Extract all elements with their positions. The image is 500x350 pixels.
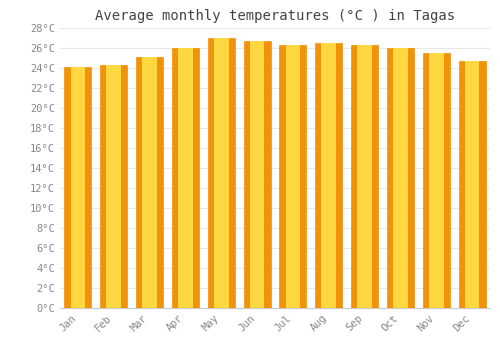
Bar [214,38,228,308]
Title: Average monthly temperatures (°C ) in Tagas: Average monthly temperatures (°C ) in Ta… [95,9,455,23]
Bar [172,48,199,308]
Bar [322,43,336,308]
Bar [100,65,127,308]
Bar [458,61,485,308]
Bar [423,53,450,308]
Bar [136,57,163,308]
Bar [250,41,264,308]
Bar [316,43,342,308]
Bar [106,65,121,308]
Bar [244,41,270,308]
Bar [208,38,234,308]
Bar [393,48,408,308]
Bar [178,48,193,308]
Bar [429,53,444,308]
Bar [70,67,86,308]
Bar [351,45,378,308]
Bar [387,48,414,308]
Bar [357,45,372,308]
Bar [286,45,300,308]
Bar [280,45,306,308]
Bar [464,61,479,308]
Bar [142,57,157,308]
Bar [64,67,92,308]
